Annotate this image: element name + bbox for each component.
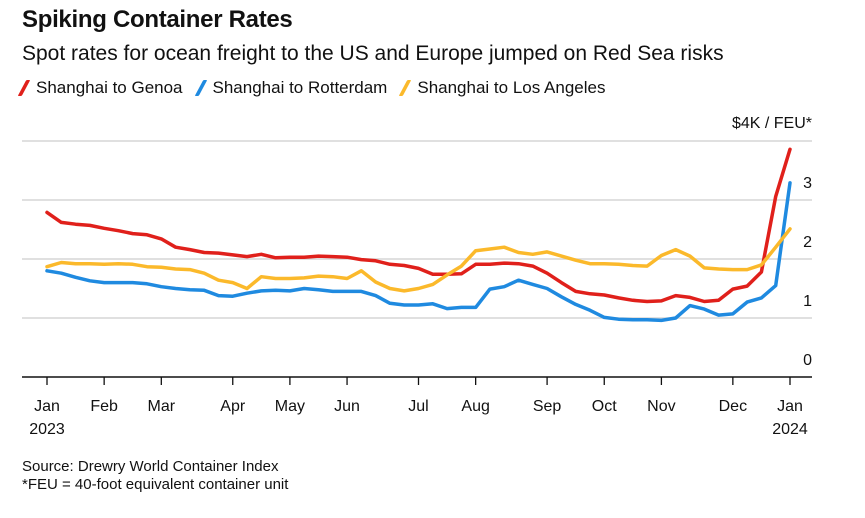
x-tick-label: Feb xyxy=(90,398,118,415)
x-tick-label: Dec xyxy=(719,398,747,415)
series-line-shanghai-to-rotterdam xyxy=(45,181,792,323)
y-tick-label: 3 xyxy=(803,175,812,192)
legend-label-rotterdam: Shanghai to Rotterdam xyxy=(212,78,388,97)
source-note: Source: Drewry World Container Index xyxy=(22,458,279,475)
chart-subtitle: Spot rates for ocean freight to the US a… xyxy=(22,42,724,65)
x-tick-label: Mar xyxy=(148,398,176,415)
series-line-shanghai-to-los-angeles xyxy=(45,227,792,293)
x-tick-label: Sep xyxy=(533,398,562,415)
x-tick-year-label: 2023 xyxy=(29,421,65,438)
y-axis-unit-label: $4K / FEU* xyxy=(732,115,812,132)
x-tick-year-label: 2024 xyxy=(772,421,808,438)
series-line-shanghai-to-genoa xyxy=(45,147,792,304)
x-tick-label: Jan xyxy=(34,398,60,415)
legend-item-rotterdam: Shanghai to Rotterdam xyxy=(194,78,388,98)
footer: Source: Drewry World Container Index *FE… xyxy=(22,458,288,494)
feu-note: *FEU = 40-foot equivalent container unit xyxy=(22,476,289,493)
x-tick-label: Oct xyxy=(592,398,617,415)
x-tick-label: Jun xyxy=(334,398,360,415)
x-tick-label: Jan xyxy=(777,398,803,415)
legend-label-genoa: Shanghai to Genoa xyxy=(36,78,183,97)
x-tick-label: Apr xyxy=(220,398,246,415)
x-tick-label: Aug xyxy=(461,398,489,415)
chart-title: Spiking Container Rates xyxy=(22,6,293,33)
legend-item-genoa: Shanghai to Genoa xyxy=(17,78,183,98)
y-tick-label: 0 xyxy=(803,352,812,369)
legend-item-los-angeles: Shanghai to Los Angeles xyxy=(399,78,606,98)
x-tick-label: Nov xyxy=(647,398,675,415)
x-tick-label: Jul xyxy=(408,398,428,415)
y-tick-label: 1 xyxy=(803,293,812,310)
y-tick-label: 2 xyxy=(803,234,812,251)
legend: Shanghai to Genoa Shanghai to Rotterdam … xyxy=(17,78,621,98)
x-tick-label: May xyxy=(275,398,305,415)
legend-label-los-angeles: Shanghai to Los Angeles xyxy=(417,78,606,97)
